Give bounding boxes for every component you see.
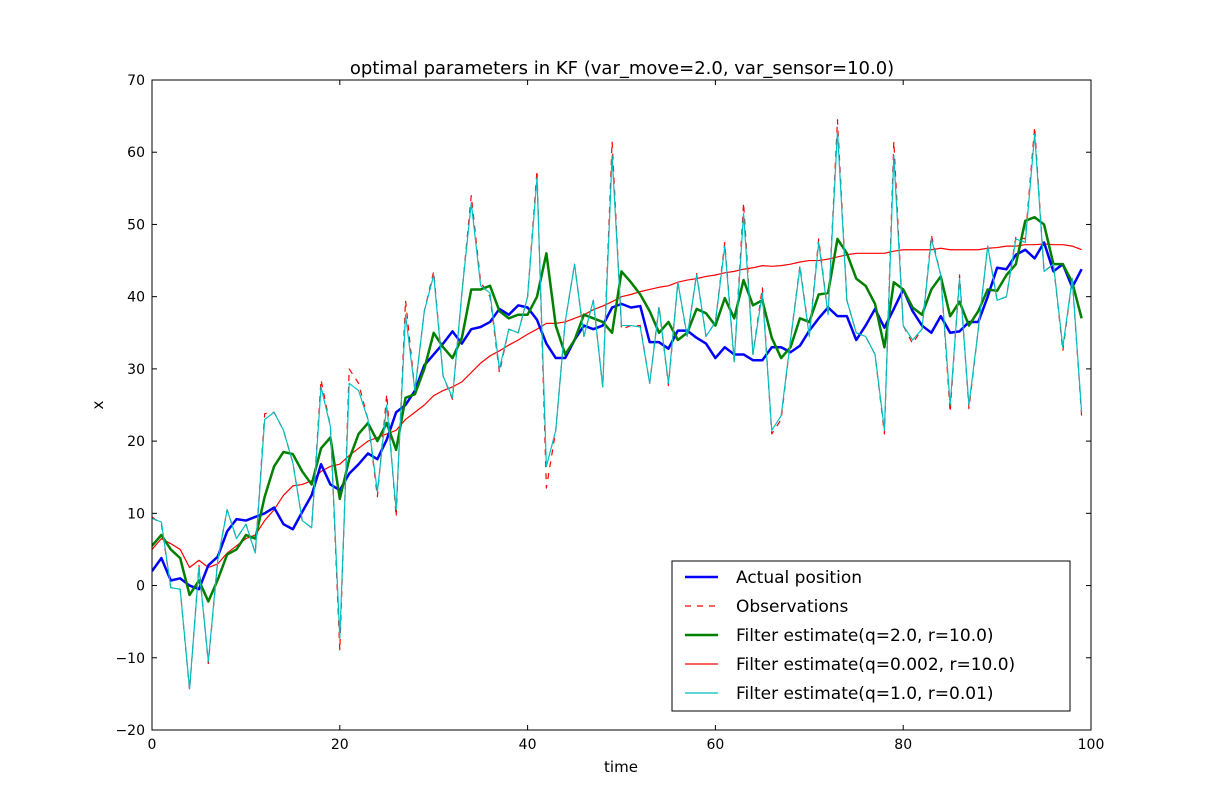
x-tick-label: 20 — [331, 737, 349, 753]
y-tick-label: 20 — [127, 434, 145, 450]
plot-area-frame — [151, 79, 1092, 731]
x-axis-label: time — [604, 758, 638, 776]
x-axis-ticks: 0 20 40 60 80 100 — [148, 80, 1105, 753]
y-tick-label: 30 — [127, 362, 145, 378]
legend-label: Observations — [736, 597, 849, 617]
x-tick-label: 40 — [519, 737, 537, 753]
legend: Actual position Observations Filter estima… — [671, 560, 1071, 712]
y-axis-label: x — [89, 400, 107, 409]
y-tick-label: −10 — [115, 651, 145, 667]
y-tick-label: 50 — [127, 217, 145, 233]
y-tick-label: 70 — [127, 73, 145, 89]
x-tick-label: 60 — [706, 737, 724, 753]
legend-label: Filter estimate(q=0.002, r=10.0) — [736, 655, 1015, 675]
series-line-5 — [152, 129, 1083, 690]
series-line-3 — [152, 215, 1083, 603]
y-tick-label: 40 — [127, 290, 145, 306]
legend-box — [671, 560, 1071, 712]
x-tick-label: 100 — [1078, 737, 1105, 753]
y-tick-label: 10 — [127, 506, 145, 522]
y-tick-label: −20 — [115, 723, 145, 739]
chart-title: optimal parameters in KF (var_move=2.0, … — [350, 58, 894, 79]
y-axis-ticks: −20 −10 0 10 20 30 40 50 60 70 — [115, 73, 1091, 739]
legend-label: Filter estimate(q=2.0, r=10.0) — [736, 626, 994, 646]
x-tick-label: 80 — [894, 737, 912, 753]
legend-label: Filter estimate(q=1.0, r=0.01) — [736, 684, 994, 704]
legend-label: Actual position — [736, 568, 862, 588]
x-tick-label: 0 — [148, 737, 157, 753]
series-layer — [152, 119, 1083, 691]
y-tick-label: 0 — [136, 579, 145, 595]
y-tick-label: 60 — [127, 145, 145, 161]
